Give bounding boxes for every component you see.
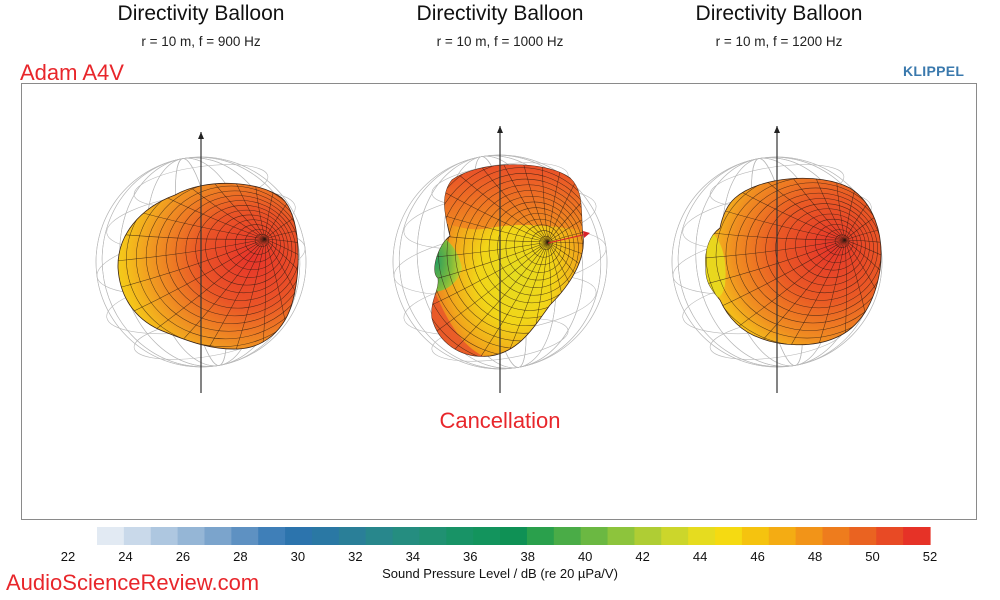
- colorbar-tick-label: 44: [693, 549, 707, 564]
- colorbar-segment: [311, 527, 340, 545]
- colorbar-segment: [97, 527, 125, 545]
- colorbar-segment: [177, 527, 206, 545]
- colorbar-segment: [661, 527, 689, 545]
- colorbar-segment: [285, 527, 313, 545]
- balloon-900hz: [95, 132, 307, 393]
- colorbar-tick-label: 24: [118, 549, 132, 564]
- colorbar-tick-label: 28: [233, 549, 247, 564]
- colorbar-label: Sound Pressure Level / dB (re 20 µPa/V): [382, 566, 618, 581]
- colorbar-tick-label: 50: [865, 549, 879, 564]
- colorbar-segment: [715, 527, 743, 545]
- colorbar-segment: [365, 527, 394, 545]
- panel-3-title: Directivity Balloon: [695, 2, 863, 25]
- colorbar-tick-label: 22: [61, 549, 75, 564]
- klippel-logo: KLIPPEL: [903, 63, 965, 79]
- site-watermark: AudioScienceReview.com: [6, 570, 260, 595]
- colorbar-segment: [338, 527, 367, 545]
- colorbar-segment: [419, 527, 447, 545]
- panel-2-subtitle: r = 10 m, f = 1000 Hz: [436, 34, 564, 49]
- colorbar-segment: [903, 527, 931, 545]
- colorbar-segment: [123, 527, 152, 545]
- colorbar-segment: [526, 527, 555, 545]
- balloon-1000hz: [392, 126, 608, 393]
- colorbar-tick-label: 38: [520, 549, 534, 564]
- colorbar-tick-label: 46: [750, 549, 764, 564]
- colorbar-segment: [822, 527, 850, 545]
- panel-3-subtitle: r = 10 m, f = 1200 Hz: [715, 34, 843, 49]
- colorbar-tick-label: 52: [923, 549, 937, 564]
- cancellation-annotation: Cancellation: [439, 408, 561, 433]
- colorbar-segment: [204, 527, 232, 545]
- colorbar-segment: [580, 527, 609, 545]
- colorbar-segment: [795, 527, 824, 545]
- colorbar-tick-label: 34: [406, 549, 420, 564]
- panel-1-title: Directivity Balloon: [117, 2, 285, 25]
- colorbar: 22 24 26 28 30 32 34 36 38 40 42 44 46 48 50 52: [61, 527, 937, 564]
- colorbar-segment: [258, 527, 286, 545]
- colorbar-segment: [500, 527, 528, 545]
- colorbar-segment: [876, 527, 904, 545]
- colorbar-segment: [849, 527, 877, 545]
- speaker-name-label: Adam A4V: [20, 60, 124, 85]
- balloon-1200hz: [671, 126, 883, 393]
- colorbar-segment: [607, 527, 636, 545]
- colorbar-segment: [768, 527, 797, 545]
- colorbar-segment: [473, 527, 501, 545]
- colorbar-segment: [634, 527, 662, 545]
- panel-1-subtitle: r = 10 m, f = 900 Hz: [141, 34, 261, 49]
- plot-frame: [21, 83, 977, 520]
- colorbar-segment: [231, 527, 259, 545]
- colorbar-segment: [150, 527, 179, 545]
- colorbar-segment: [392, 527, 421, 545]
- colorbar-tick-label: 36: [463, 549, 477, 564]
- colorbar-tick-label: 40: [578, 549, 592, 564]
- colorbar-tick-label: 48: [808, 549, 822, 564]
- colorbar-tick-label: 26: [176, 549, 190, 564]
- colorbar-segment: [446, 527, 474, 545]
- colorbar-tick-label: 42: [635, 549, 649, 564]
- colorbar-segment: [688, 527, 716, 545]
- panel-2-title: Directivity Balloon: [416, 2, 584, 25]
- colorbar-tick-label: 32: [348, 549, 362, 564]
- colorbar-segment: [741, 527, 770, 545]
- colorbar-tick-label: 30: [291, 549, 305, 564]
- colorbar-segment: [553, 527, 582, 545]
